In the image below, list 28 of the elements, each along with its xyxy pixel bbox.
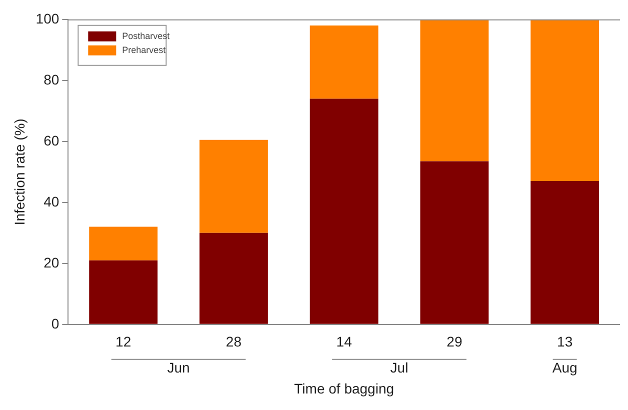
bar bbox=[530, 181, 600, 324]
x-tick-label: 14 bbox=[336, 334, 352, 350]
bar bbox=[199, 232, 268, 324]
bar bbox=[89, 226, 158, 260]
legend-label: Preharvest bbox=[122, 44, 166, 55]
bar bbox=[89, 260, 158, 324]
x-tick-label: 29 bbox=[446, 334, 462, 350]
bar bbox=[420, 161, 489, 324]
x-tick-label: 13 bbox=[557, 334, 573, 350]
x-axis-title: Time of bagging bbox=[294, 380, 394, 396]
y-tick-label: 60 bbox=[44, 132, 60, 148]
bar bbox=[310, 98, 378, 324]
bar bbox=[199, 140, 268, 233]
bar bbox=[310, 26, 378, 99]
y-tick-label: 0 bbox=[51, 315, 60, 332]
text: Aug bbox=[552, 359, 578, 376]
bar bbox=[530, 19, 600, 182]
x-tick-label: 12 bbox=[116, 334, 132, 350]
legend-label: Postharvest bbox=[122, 30, 170, 41]
y-tick-label: 80 bbox=[44, 71, 60, 88]
x-tick-label: 28 bbox=[226, 334, 242, 350]
bar bbox=[420, 19, 489, 162]
y-tick-label: 100 bbox=[36, 10, 60, 26]
y-axis-title: Infection rate (%) bbox=[11, 118, 28, 226]
y-tick-label: 40 bbox=[44, 193, 60, 210]
y-tick-label: 20 bbox=[44, 254, 60, 270]
text: Jul bbox=[390, 359, 408, 376]
text: Jun bbox=[167, 359, 190, 376]
